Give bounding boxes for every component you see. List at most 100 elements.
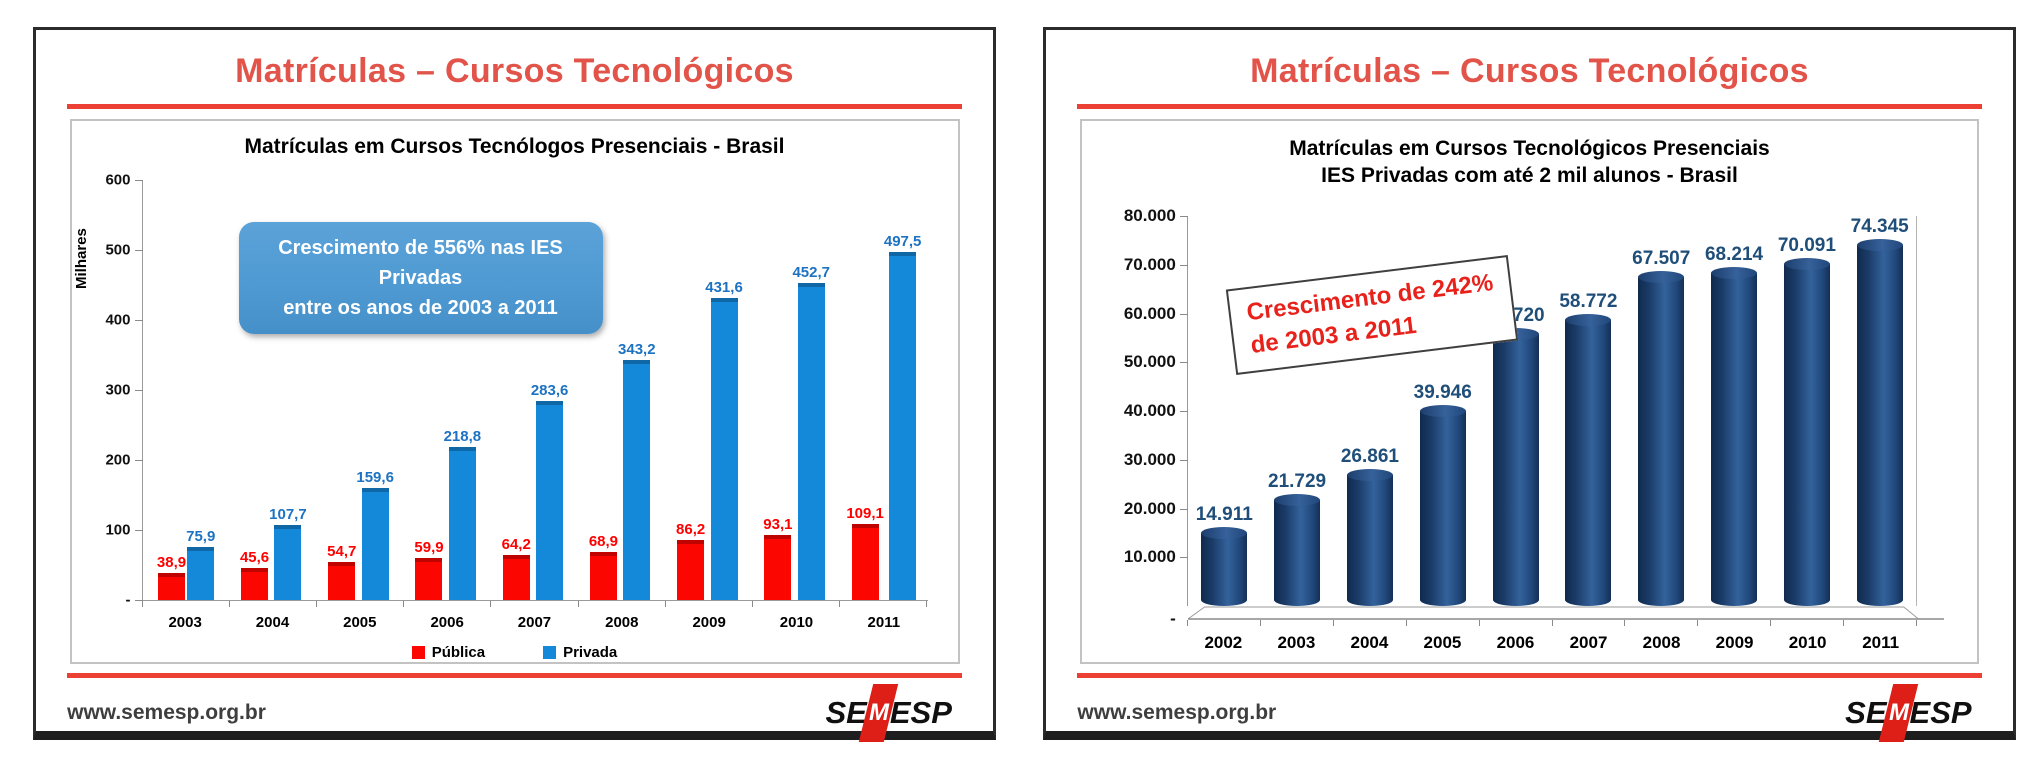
cylinder-value-label: 74.345 bbox=[1850, 216, 1909, 237]
bar-value-label: 59,9 bbox=[414, 539, 444, 557]
y-tick-label: 600 bbox=[105, 171, 131, 189]
x-axis-year: 2011 bbox=[1862, 633, 1900, 652]
bar-column: 38,9 bbox=[157, 180, 186, 600]
footer-left: www.semesp.org.br SE M ESP bbox=[67, 684, 962, 742]
bar-value-label: 54,7 bbox=[327, 542, 357, 560]
x-axis-year: 2005 bbox=[343, 614, 377, 631]
cylinder-group-2005: 39.946 bbox=[1406, 216, 1479, 606]
page-title-right: Matrículas – Cursos Tecnológicos bbox=[1250, 52, 1809, 90]
bar-column: 75,9 bbox=[186, 180, 215, 600]
y-tick-label: 30.000 bbox=[1123, 449, 1176, 469]
y-tick-label: 60.000 bbox=[1123, 303, 1176, 323]
x-axis-labels-right: 2002 2003 2004 2005 2006 2007 2008 2009 2010 2011 bbox=[1187, 626, 1917, 653]
chart-frame-left: Matrículas em Cursos Tecnólogos Presenci… bbox=[69, 119, 960, 664]
cylinder-column: 39.946 bbox=[1414, 216, 1472, 606]
plot-area-right: Crescimento de 242% de 2003 a 2011 14.91… bbox=[1124, 206, 1945, 628]
bar-group-2004: 45,6 107,7 bbox=[230, 180, 317, 600]
x-axis-labels-left: 2003 2004 2005 2006 2007 2008 2009 2010 2011 bbox=[142, 607, 928, 631]
bar-pública-2004 bbox=[241, 568, 269, 600]
y-tick-label: 70.000 bbox=[1123, 254, 1176, 274]
bar-value-label: 64,2 bbox=[501, 536, 531, 554]
bar-column: 159,6 bbox=[356, 180, 394, 600]
x-axis-year: 2008 bbox=[605, 614, 639, 631]
bar-column: 107,7 bbox=[269, 180, 307, 600]
legend-item-publica: Pública bbox=[411, 644, 486, 661]
cylinder-value-label: 21.729 bbox=[1268, 471, 1327, 493]
x-axis-year: 2009 bbox=[1715, 633, 1754, 652]
semesp-logo-left: SE M ESP bbox=[826, 684, 952, 742]
x-tick bbox=[1188, 620, 1261, 626]
cylinder-value-label: 70.091 bbox=[1777, 235, 1836, 257]
logo-se: SE bbox=[1845, 695, 1887, 730]
cylinder-column: 58.772 bbox=[1559, 216, 1617, 606]
y-tick-label: 200 bbox=[105, 451, 131, 469]
bar-column: 452,7 bbox=[792, 180, 830, 600]
bar-value-label: 452,7 bbox=[792, 264, 831, 282]
y-tick-mark bbox=[1179, 313, 1188, 315]
cylinder-group-2010: 70.091 bbox=[1770, 216, 1843, 606]
divider-line-bottom-right bbox=[1077, 673, 1982, 678]
bar-pública-2009 bbox=[677, 539, 705, 600]
x-axis-year: 2007 bbox=[517, 614, 552, 631]
cylinder-group-2002: 14.911 bbox=[1188, 216, 1261, 606]
bar-value-label: 497,5 bbox=[883, 232, 922, 250]
cylinder-bar-2002 bbox=[1201, 527, 1248, 606]
x-tick bbox=[491, 601, 579, 607]
cylinder-group-2004: 26.861 bbox=[1334, 216, 1407, 606]
bar-privada-2006 bbox=[448, 446, 476, 600]
bar-column: 59,9 bbox=[414, 180, 444, 600]
bar-column: 497,5 bbox=[883, 180, 922, 600]
bar-pública-2005 bbox=[328, 561, 356, 600]
y-tick-label: 50.000 bbox=[1123, 352, 1176, 372]
x-tick bbox=[1844, 620, 1918, 626]
x-tick bbox=[1334, 620, 1407, 626]
legend-item-privada: Privada bbox=[543, 644, 617, 661]
x-tick bbox=[143, 601, 230, 607]
legend-label-publica: Pública bbox=[431, 644, 486, 661]
x-tick bbox=[317, 601, 405, 607]
bar-value-label: 159,6 bbox=[356, 469, 394, 487]
x-axis-year: 2003 bbox=[1277, 633, 1316, 652]
logo-m: M bbox=[868, 699, 889, 726]
cylinder-column: 21.729 bbox=[1268, 216, 1326, 606]
x-axis-year: 2010 bbox=[779, 614, 814, 631]
y-tick-label: 300 bbox=[105, 381, 131, 399]
bar-value-label: 218,8 bbox=[443, 427, 482, 445]
y-tick-label: 20.000 bbox=[1123, 498, 1176, 518]
page-title-left: Matrículas – Cursos Tecnológicos bbox=[235, 52, 794, 90]
chart-3d-floor bbox=[1187, 606, 1945, 620]
y-tick-mark bbox=[1179, 508, 1188, 510]
chart-title-right-line1: Matrículas em Cursos Tecnológicos Presen… bbox=[1289, 137, 1770, 160]
y-tick-label: 80.000 bbox=[1123, 206, 1176, 225]
x-axis-year: 2006 bbox=[430, 614, 464, 631]
cylinder-column: 67.507 bbox=[1632, 216, 1690, 606]
y-tick-mark bbox=[134, 459, 143, 461]
cylinder-group-2011: 74.345 bbox=[1843, 216, 1916, 606]
bar-column: 283,6 bbox=[531, 180, 568, 600]
bar-column: 218,8 bbox=[443, 180, 482, 600]
x-tick bbox=[666, 601, 754, 607]
y-tick-label: 10.000 bbox=[1123, 547, 1176, 567]
x-axis-year: 2004 bbox=[1350, 633, 1389, 652]
bar-privada-2008 bbox=[623, 359, 651, 600]
bar-privada-2004 bbox=[274, 524, 302, 600]
x-axis-year: 2002 bbox=[1204, 633, 1243, 652]
y-tick-mark bbox=[134, 530, 143, 531]
x-tick bbox=[579, 601, 666, 607]
bar-column: 93,1 bbox=[763, 180, 792, 600]
x-tick bbox=[404, 601, 492, 607]
cylinder-group-2009: 68.214 bbox=[1698, 216, 1771, 606]
bar-privada-2003 bbox=[187, 546, 215, 600]
x-axis-year: 2006 bbox=[1496, 633, 1535, 652]
bar-group-2009: 86,2 431,6 bbox=[666, 180, 753, 600]
cylinder-value-label: 39.946 bbox=[1413, 382, 1472, 404]
bar-group-2007: 64,2 283,6 bbox=[491, 180, 578, 600]
bar-group-2005: 54,7 159,6 bbox=[317, 180, 404, 600]
bar-column: 54,7 bbox=[327, 180, 356, 600]
bar-group-2006: 59,9 218,8 bbox=[404, 180, 491, 600]
cylinder-column: 14.911 bbox=[1196, 216, 1253, 606]
y-tick-label: - bbox=[1170, 609, 1176, 628]
y-tick-mark bbox=[134, 180, 143, 181]
divider-line-bottom-left bbox=[67, 673, 962, 678]
x-axis-year: 2009 bbox=[692, 614, 726, 631]
